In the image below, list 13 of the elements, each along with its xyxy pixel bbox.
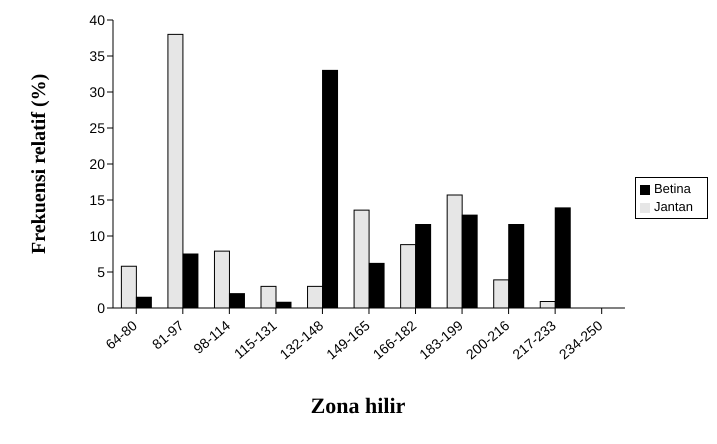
text: Zona hilir [310, 393, 406, 419]
y-axis-title: Frekuensi relatif (%) [28, 74, 50, 254]
y-tick-label: 20 [89, 156, 106, 172]
y-tick-label: 35 [89, 48, 106, 64]
y-tick-label: 25 [89, 120, 106, 136]
legend-label: Jantan [654, 199, 693, 214]
y-tick-label: 15 [89, 192, 106, 208]
y-tick-label: 10 [89, 228, 106, 244]
y-tick-label: 30 [89, 84, 106, 100]
y-tick-label: 5 [97, 264, 106, 280]
y-tick-label: 0 [97, 300, 106, 316]
legend-label: Betina [654, 181, 691, 196]
y-tick-label: 40 [89, 12, 106, 28]
